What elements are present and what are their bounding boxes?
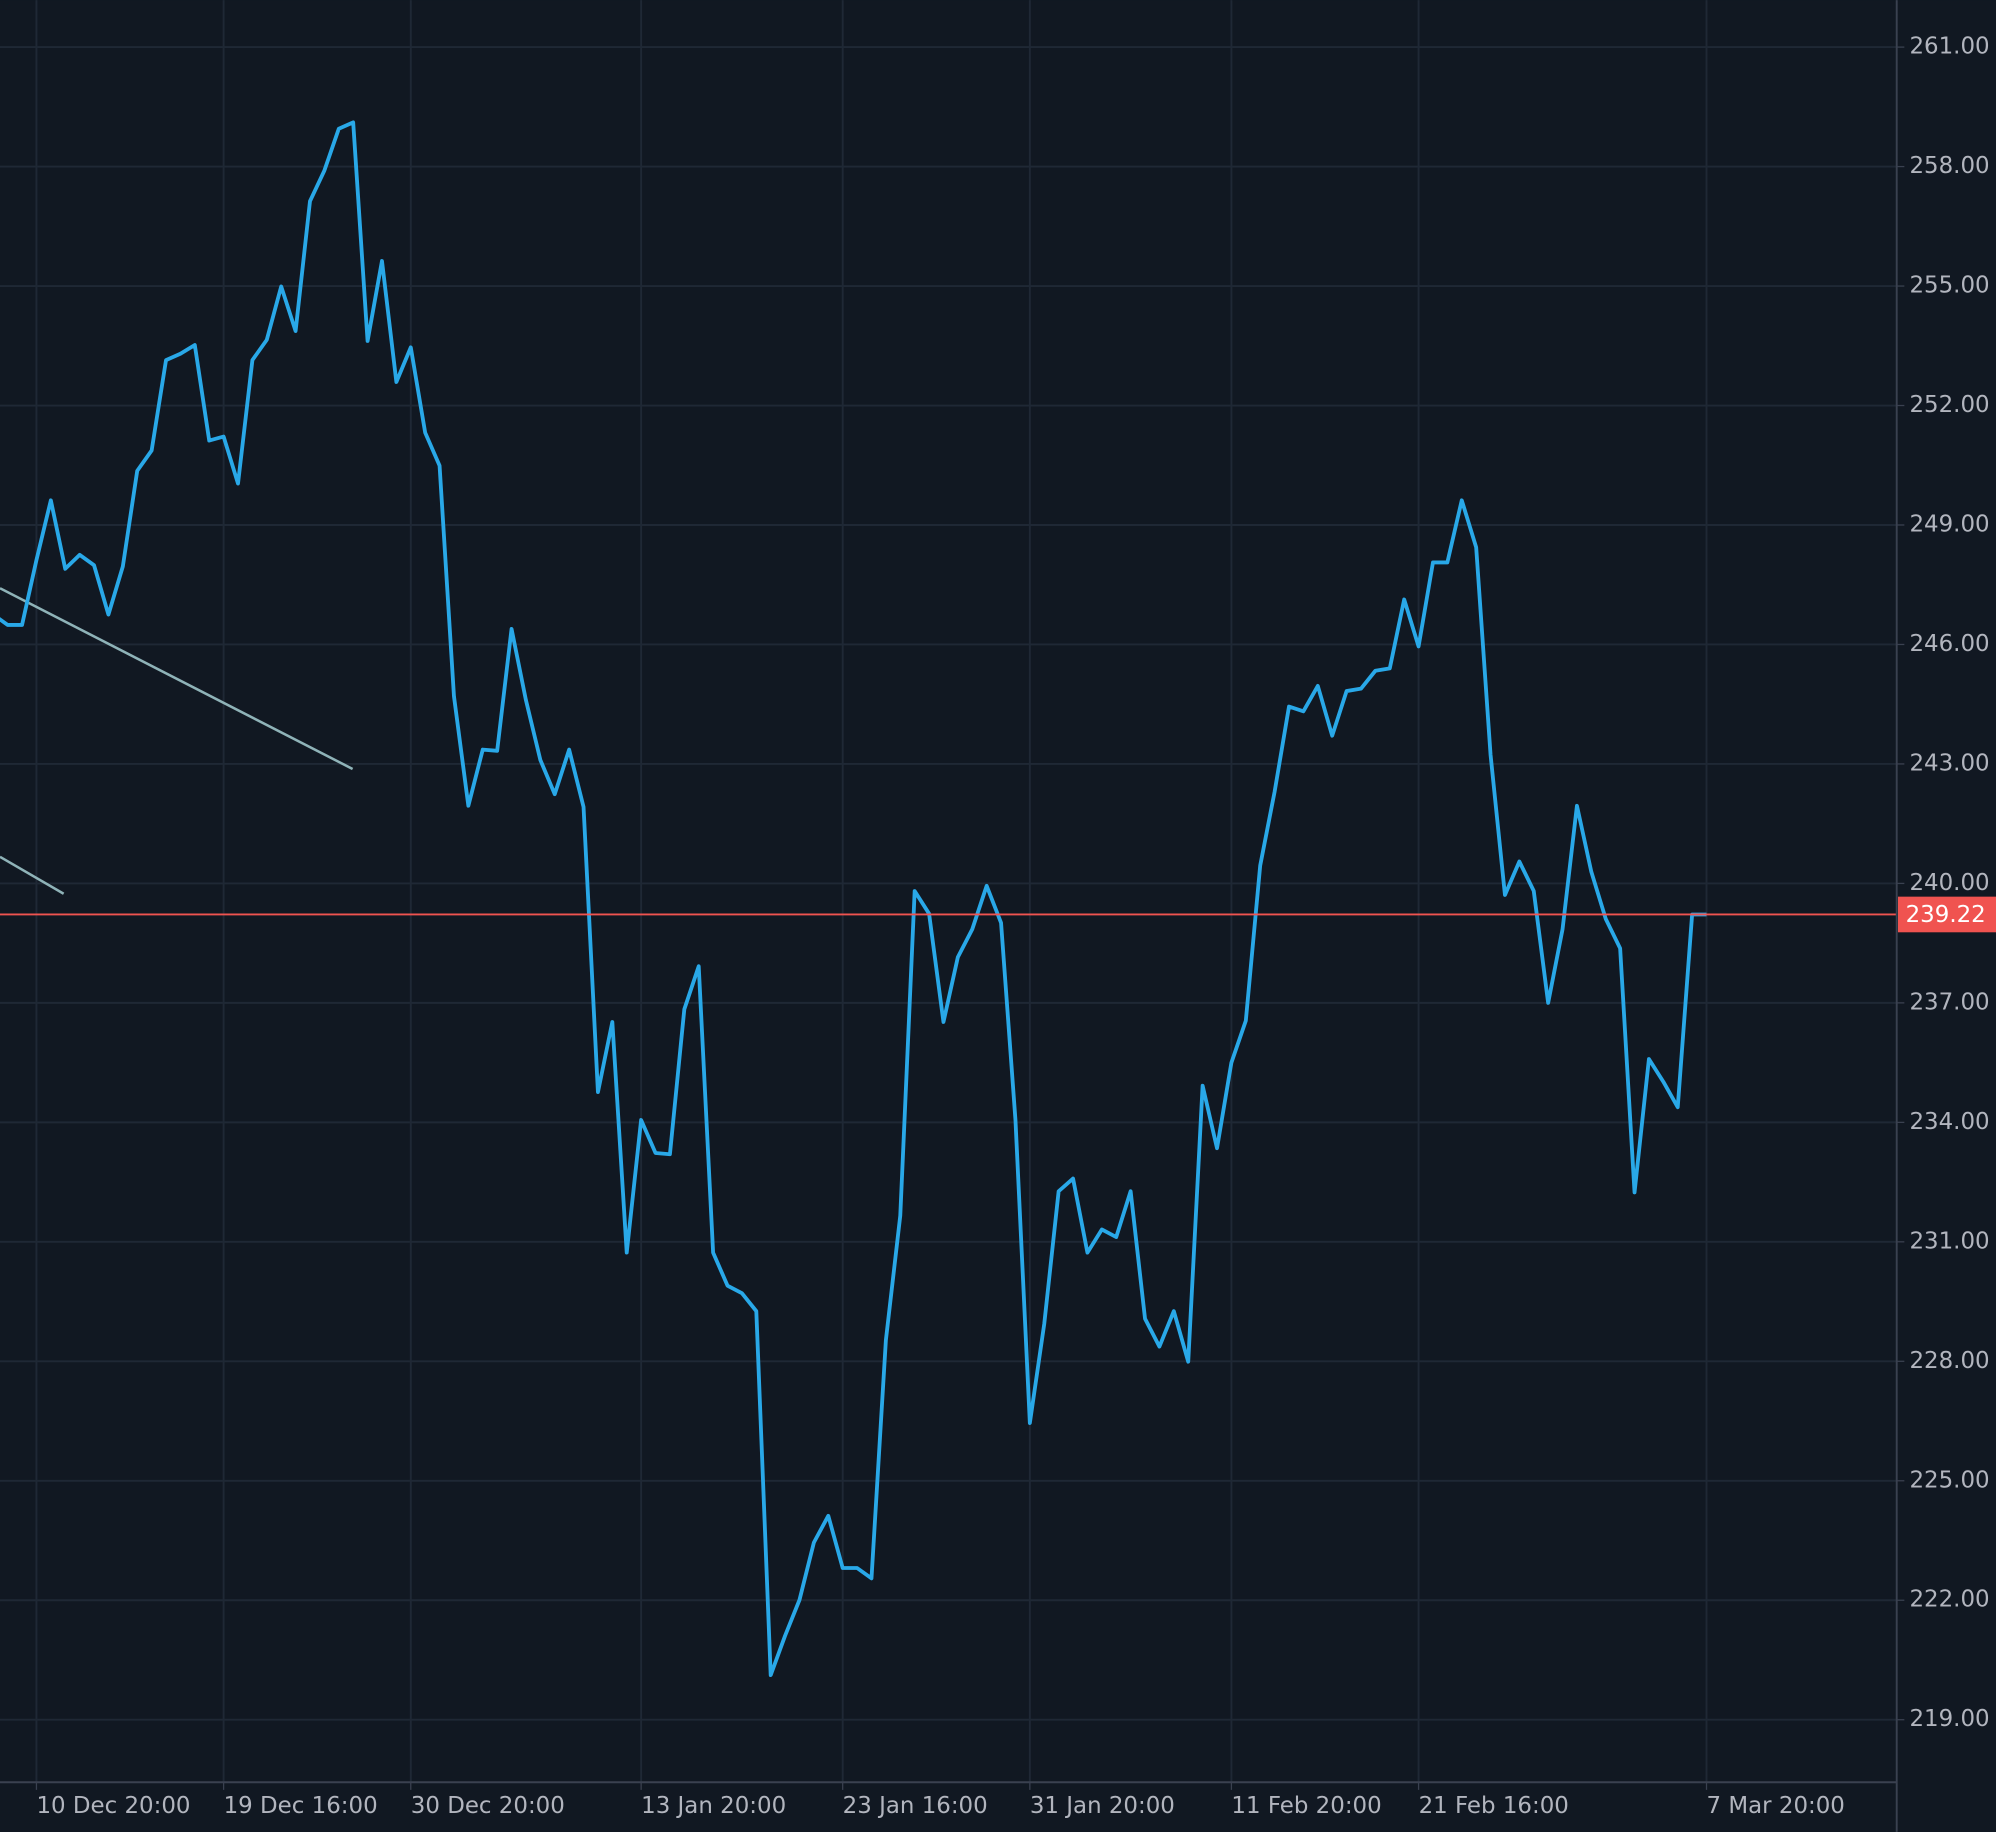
y-tick-label: 258.00 xyxy=(1909,153,1989,179)
trend-line xyxy=(0,587,354,771)
y-tick-label: 231.00 xyxy=(1909,1228,1989,1254)
trend-line xyxy=(0,855,65,895)
y-tick-label: 219.00 xyxy=(1909,1706,1989,1732)
x-tick-label: 13 Jan 20:00 xyxy=(641,1793,786,1819)
y-tick-label: 222.00 xyxy=(1909,1587,1989,1613)
y-tick-label: 237.00 xyxy=(1909,989,1989,1015)
y-tick-label: 249.00 xyxy=(1909,511,1989,537)
y-tick-label: 228.00 xyxy=(1909,1348,1989,1374)
grid xyxy=(0,0,1897,1783)
x-tick-label: 31 Jan 20:00 xyxy=(1030,1793,1175,1819)
axes: 219.00 222.00 225.00 228.00 231.00 234.00 237.… xyxy=(35,34,1996,1819)
x-tick-label: 7 Mar 20:00 xyxy=(1707,1793,1845,1819)
x-tick-label: 21 Feb 16:00 xyxy=(1419,1793,1569,1819)
y-tick-label: 243.00 xyxy=(1909,750,1989,776)
y-tick-label: 261.00 xyxy=(1909,34,1989,60)
y-tick-label: 255.00 xyxy=(1909,273,1989,299)
price-line-series xyxy=(0,120,1707,1678)
y-tick-label: 234.00 xyxy=(1909,1109,1989,1135)
y-tick-label: 252.00 xyxy=(1909,392,1989,418)
plot xyxy=(0,120,1897,1678)
y-tick-label: 225.00 xyxy=(1909,1467,1989,1493)
y-tick-label: 246.00 xyxy=(1909,631,1989,657)
current-price-label: 239.22 xyxy=(1906,902,1986,928)
x-tick-label: 11 Feb 20:00 xyxy=(1231,1793,1381,1819)
x-tick-label: 30 Dec 20:00 xyxy=(411,1793,565,1819)
y-tick-label: 240.00 xyxy=(1909,870,1989,896)
current-price-badge xyxy=(1897,896,1996,933)
x-tick-label: 19 Dec 16:00 xyxy=(224,1793,378,1819)
x-tick-label: 10 Dec 20:00 xyxy=(36,1793,190,1819)
x-tick-label: 23 Jan 16:00 xyxy=(843,1793,988,1819)
